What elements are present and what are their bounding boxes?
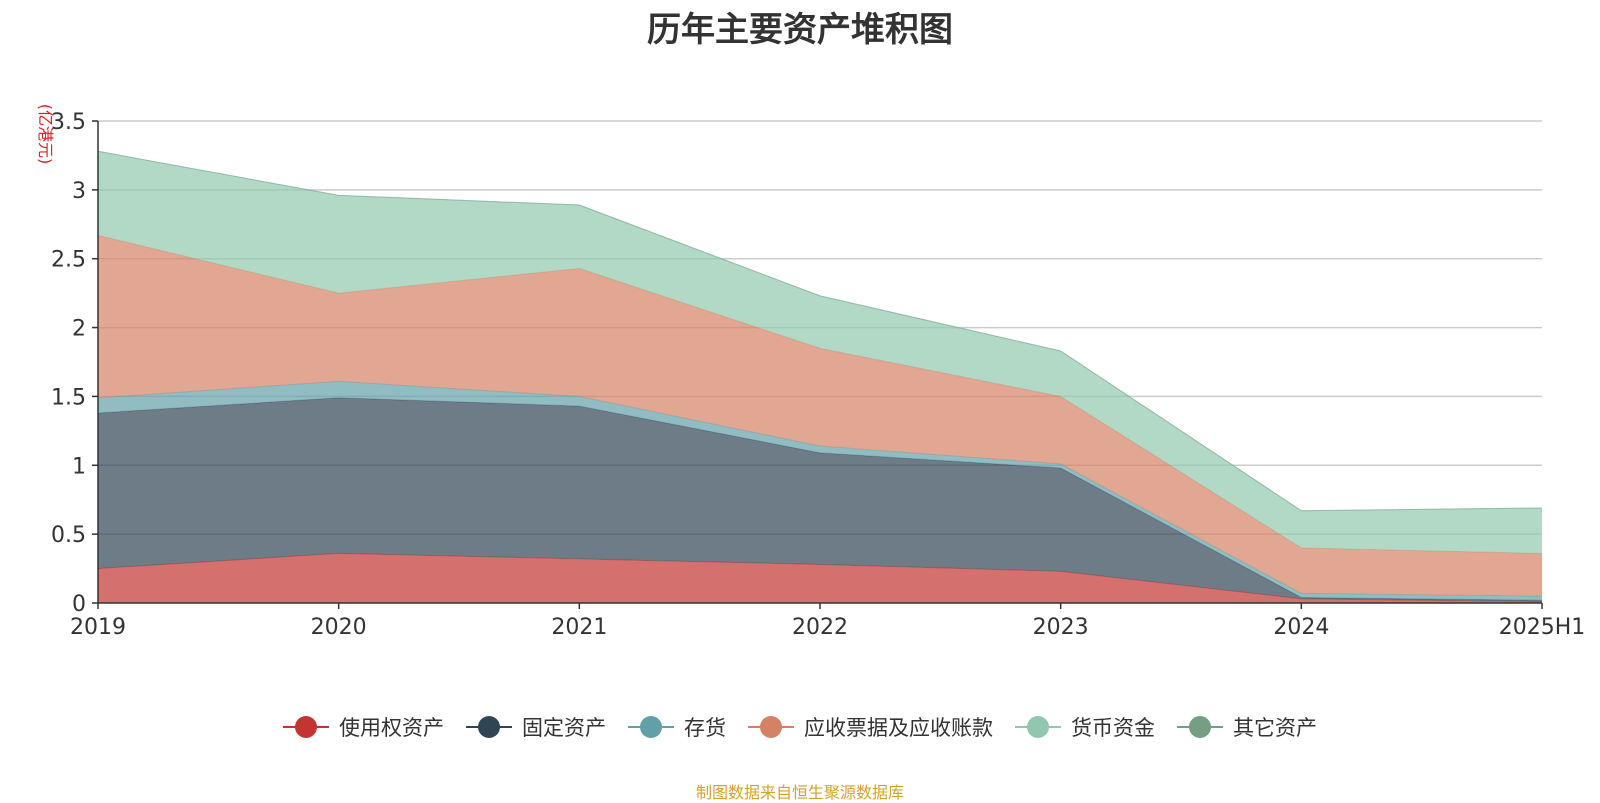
legend-item[interactable]: 固定资产 (466, 712, 606, 742)
legend-label: 固定资产 (522, 716, 606, 740)
legend-dot-icon (640, 716, 662, 738)
legend-swatch (748, 716, 794, 738)
y-tick-label: 0 (72, 592, 86, 617)
y-tick-label: 2 (72, 317, 86, 342)
legend-dot-icon (478, 716, 500, 738)
legend-item[interactable]: 使用权资产 (283, 712, 444, 742)
area-series (98, 553, 1542, 603)
area-series (98, 397, 1542, 602)
y-tick-label: 2.5 (51, 248, 86, 273)
x-tick-label: 2020 (311, 615, 367, 640)
area-series (98, 381, 1542, 601)
legend-dot-icon (295, 716, 317, 738)
x-tick-label: 2019 (70, 615, 126, 640)
x-tick-label: 2023 (1033, 615, 1089, 640)
y-tick-label: 3 (72, 179, 86, 204)
stacked-areas (97, 150, 1543, 603)
legend-label: 使用权资产 (339, 716, 444, 740)
area-series-edge (97, 234, 1543, 554)
legend-swatch (1177, 716, 1223, 738)
legend-dot-icon (760, 716, 782, 738)
legend-label: 货币资金 (1071, 716, 1155, 740)
legend-item[interactable]: 应收票据及应收账款 (748, 712, 993, 742)
area-series (98, 151, 1542, 554)
chart-title: 历年主要资产堆积图 (647, 10, 953, 50)
legend-label: 应收票据及应收账款 (804, 716, 993, 740)
legend-item[interactable]: 货币资金 (1015, 712, 1155, 742)
area-series-edge (97, 150, 1543, 512)
x-tick-label: 2022 (792, 615, 848, 640)
x-tick-label: 2025H1 (1499, 615, 1586, 640)
legend: 使用权资产 固定资产 存货 应收票据及应收账款 货币资金 其它资产 (0, 712, 1600, 742)
axes: 0 0.5 1 1.5 2 2.5 3 3.5 2019 2020 2021 2022 2023 2024… (51, 110, 1585, 640)
source-note: 制图数据来自恒生聚源数据库 (695, 783, 904, 802)
legend-item[interactable]: 存货 (628, 712, 726, 742)
y-tick-label: 3.5 (51, 110, 86, 135)
legend-swatch (1015, 716, 1061, 738)
area-series (98, 235, 1542, 597)
x-tick-label: 2021 (551, 615, 607, 640)
legend-dot-icon (1189, 716, 1211, 738)
y-tick-label: 1 (72, 454, 86, 479)
legend-item[interactable]: 其它资产 (1177, 712, 1317, 742)
x-tick-label: 2024 (1273, 615, 1329, 640)
y-tick-label: 1.5 (51, 385, 86, 410)
legend-swatch (628, 716, 674, 738)
legend-label: 存货 (684, 716, 726, 740)
legend-swatch (466, 716, 512, 738)
y-axis-unit-label: (亿港元) (36, 104, 55, 165)
legend-dot-icon (1027, 716, 1049, 738)
legend-label: 其它资产 (1233, 716, 1317, 740)
legend-swatch (283, 716, 329, 738)
y-tick-label: 0.5 (51, 523, 86, 548)
